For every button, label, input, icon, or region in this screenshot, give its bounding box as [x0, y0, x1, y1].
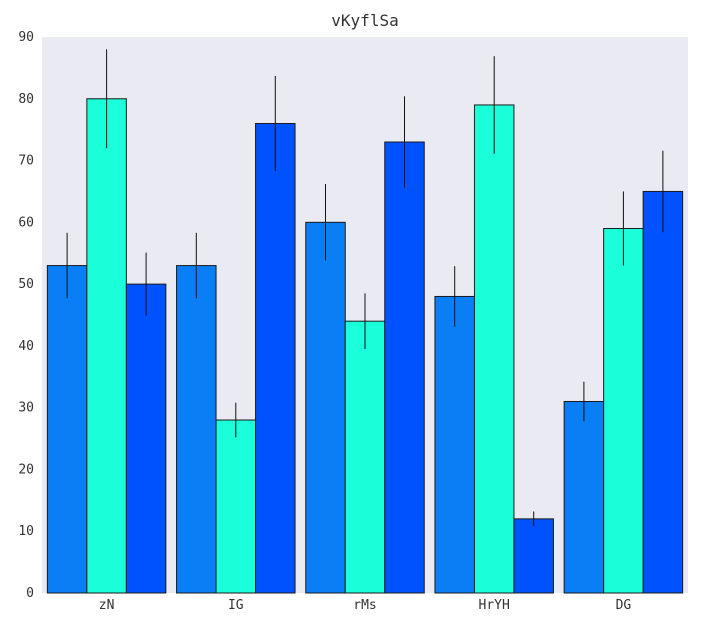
bar [434, 295, 475, 594]
x-tick-label: HrYH [479, 598, 510, 613]
y-axis: 0 10 20 30 40 50 60 70 80 90 [18, 30, 34, 601]
x-tick-label: zN [99, 598, 115, 613]
bar [215, 419, 257, 594]
bar [473, 104, 515, 594]
y-tick-label: 20 [18, 462, 34, 477]
bar [305, 221, 346, 594]
y-tick-label: 0 [26, 586, 34, 601]
y-tick-label: 50 [18, 277, 34, 292]
y-tick-label: 70 [18, 154, 34, 169]
bar [603, 228, 644, 594]
x-tick-label: IG [228, 598, 244, 613]
bar [125, 283, 167, 594]
bar [384, 141, 425, 594]
bar [46, 265, 88, 594]
bar [176, 265, 217, 594]
x-tick-label: DG [616, 598, 632, 613]
y-tick-label: 80 [18, 92, 34, 107]
bar [344, 320, 386, 594]
error-bars-group [66, 49, 664, 527]
bar [642, 190, 684, 594]
x-axis: zN IG rMs HrYH DG [99, 598, 632, 613]
chart-title: vKyflSa [331, 11, 398, 30]
bar [563, 400, 605, 594]
bars-group [46, 98, 684, 594]
x-tick-label: rMs [353, 598, 376, 613]
y-tick-label: 40 [18, 339, 34, 354]
y-tick-label: 60 [18, 215, 34, 230]
bar [86, 98, 127, 594]
bar [513, 518, 554, 594]
y-tick-label: 30 [18, 401, 34, 416]
y-tick-label: 90 [18, 30, 34, 45]
bar [255, 122, 296, 594]
y-tick-label: 10 [18, 524, 34, 539]
